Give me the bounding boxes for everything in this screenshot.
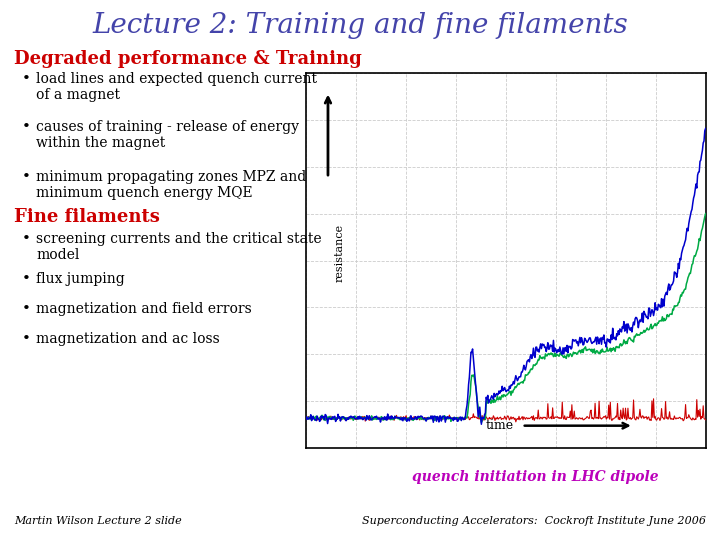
Text: magnetization and field errors: magnetization and field errors [36,302,252,316]
Text: •: • [22,120,31,134]
Text: Lecture 2: Training and fine filaments: Lecture 2: Training and fine filaments [92,12,628,39]
Text: resistance: resistance [335,224,345,282]
Text: magnetization and ac loss: magnetization and ac loss [36,332,220,346]
Text: flux jumping: flux jumping [36,272,125,286]
Text: quench initiation in LHC dipole: quench initiation in LHC dipole [412,470,658,484]
Text: Fine filaments: Fine filaments [14,208,160,226]
Text: •: • [22,170,31,184]
Text: Superconducting Accelerators:  Cockroft Institute June 2006: Superconducting Accelerators: Cockroft I… [362,516,706,526]
Text: minimum propagating zones MPZ and
minimum quench energy MQE: minimum propagating zones MPZ and minimu… [36,170,306,200]
Text: •: • [22,332,31,346]
Text: causes of training - release of energy
within the magnet: causes of training - release of energy w… [36,120,299,150]
Text: •: • [22,72,31,86]
Text: •: • [22,302,31,316]
Text: time: time [486,419,514,432]
Text: load lines and expected quench current
of a magnet: load lines and expected quench current o… [36,72,317,102]
Text: Degraded performance & Training: Degraded performance & Training [14,50,361,68]
Text: •: • [22,272,31,286]
Text: •: • [22,232,31,246]
Text: Martin Wilson Lecture 2 slide: Martin Wilson Lecture 2 slide [14,516,181,526]
Text: screening currents and the critical state
model: screening currents and the critical stat… [36,232,322,262]
